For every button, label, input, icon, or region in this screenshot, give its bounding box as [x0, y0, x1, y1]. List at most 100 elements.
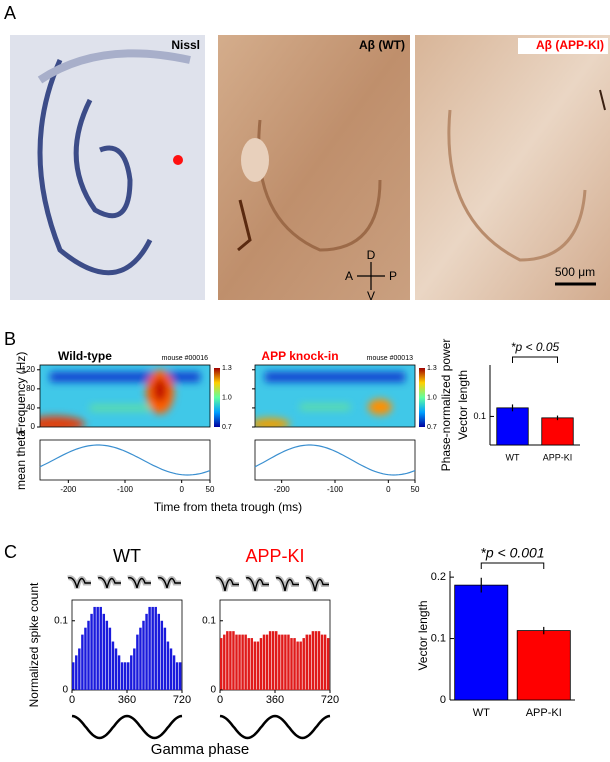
histogram-bar	[148, 606, 151, 690]
heatmap-title: Wild-type	[58, 349, 112, 363]
gamma-cycle	[71, 714, 183, 740]
histogram-bar	[220, 638, 223, 690]
compass-label: V	[367, 289, 375, 303]
colorbar-label: Phase-normalized power	[439, 339, 453, 472]
y-axis-label: Normalized spike count	[27, 582, 41, 707]
significance-label: *p < 0.05	[511, 340, 560, 354]
x-tick-label: 0	[386, 485, 391, 494]
histogram-bar	[275, 631, 278, 690]
histogram-bar	[127, 662, 130, 690]
y-tick-label: 0	[210, 685, 216, 696]
histogram-bar	[78, 648, 81, 690]
x-tick-label: -100	[327, 485, 344, 494]
histogram-bar	[169, 648, 173, 690]
histogram-bar	[238, 634, 241, 690]
histogram-bar	[133, 648, 136, 690]
waveform	[157, 577, 181, 589]
histogram-bar	[223, 634, 226, 690]
waveform	[275, 577, 299, 592]
x-tick-label: -200	[274, 485, 291, 494]
x-axis-label: Time from theta trough (ms)	[154, 500, 302, 514]
x-tick-label: APP-KI	[526, 707, 562, 719]
x-tick-label: 50	[411, 485, 420, 494]
histogram-bar	[235, 634, 238, 690]
histogram-bar	[123, 662, 127, 690]
histogram-bar	[308, 634, 312, 690]
compass	[357, 262, 385, 290]
histogram-bar	[87, 620, 90, 690]
histogram-bar	[305, 634, 309, 690]
waveform	[97, 577, 121, 589]
image-label: Nissl	[171, 38, 200, 52]
image-label: Aβ (APP-KI)	[536, 38, 604, 52]
y-tick-label: 0.1	[473, 411, 486, 421]
x-tick-label: -100	[117, 485, 134, 494]
y-axis-label: Vector length	[416, 600, 430, 670]
histogram-bar	[229, 631, 232, 690]
histogram-title: WT	[113, 546, 141, 566]
colorbar	[214, 368, 220, 427]
histogram-bar	[111, 641, 115, 690]
waveform	[127, 577, 151, 589]
histogram-bar	[172, 655, 176, 690]
histogram-bar	[311, 631, 315, 690]
y-tick-label: 80	[26, 384, 35, 393]
theta-trace	[39, 444, 211, 476]
histogram-bar	[175, 662, 179, 690]
histogram-bar	[232, 631, 235, 690]
histogram-bar	[142, 620, 145, 690]
histogram-bar	[271, 631, 275, 690]
trace-label: mean theta	[14, 430, 28, 490]
significance-bracket	[480, 562, 545, 569]
compass-label: P	[389, 269, 397, 283]
x-tick-label: 360	[118, 694, 136, 706]
colorbar-tick-label: 0.7	[427, 424, 437, 431]
colorbar-tick-label: 1.3	[222, 365, 232, 372]
x-axis-label: Gamma phase	[151, 741, 249, 758]
histogram-bar	[102, 613, 106, 690]
histogram-bar	[287, 634, 290, 690]
histogram-bar	[290, 638, 293, 690]
histogram-bar	[284, 634, 287, 690]
compass-label: D	[367, 248, 376, 262]
histogram-bar	[247, 638, 250, 690]
histogram-bar	[326, 638, 330, 690]
histogram-bar	[166, 641, 170, 690]
x-tick-label: 360	[266, 694, 284, 706]
waveform	[67, 577, 91, 589]
histogram-bar	[139, 627, 142, 690]
histogram-bar	[241, 634, 244, 690]
bar	[541, 417, 574, 446]
x-tick-label: 720	[173, 694, 191, 706]
histogram-bar	[320, 634, 324, 690]
bar	[496, 407, 529, 446]
histogram-bar	[72, 662, 75, 690]
y-tick-label: 0	[31, 422, 36, 431]
y-tick-label: 0.1	[431, 632, 446, 644]
histogram-bar	[226, 631, 229, 690]
histogram-bar	[323, 634, 327, 690]
x-tick-label: 0	[69, 694, 75, 706]
histogram-bar	[108, 627, 112, 690]
significance-bracket	[512, 356, 558, 363]
histogram-bar	[96, 606, 99, 690]
x-tick-label: WT	[473, 707, 490, 719]
y-tick-label: 120	[22, 365, 36, 374]
histogram-bar	[302, 638, 305, 690]
histogram-bar	[90, 613, 93, 690]
heatmap-wt	[40, 365, 210, 427]
trace-frame	[254, 439, 416, 481]
histogram-bar	[250, 638, 254, 690]
abeta-appki-image	[415, 35, 610, 300]
histogram-bar	[99, 606, 102, 690]
y-tick-label: 0	[440, 694, 446, 706]
histogram-bar	[154, 606, 157, 690]
trace-frame	[39, 439, 211, 481]
histogram-bar	[296, 641, 299, 690]
x-tick-label: 0	[217, 694, 223, 706]
colorbar-tick-label: 1.3	[427, 365, 437, 372]
bar	[454, 584, 509, 701]
y-tick-label: 40	[26, 403, 35, 412]
colorbar-tick-label: 0.7	[222, 424, 232, 431]
histogram-bar	[256, 641, 260, 690]
